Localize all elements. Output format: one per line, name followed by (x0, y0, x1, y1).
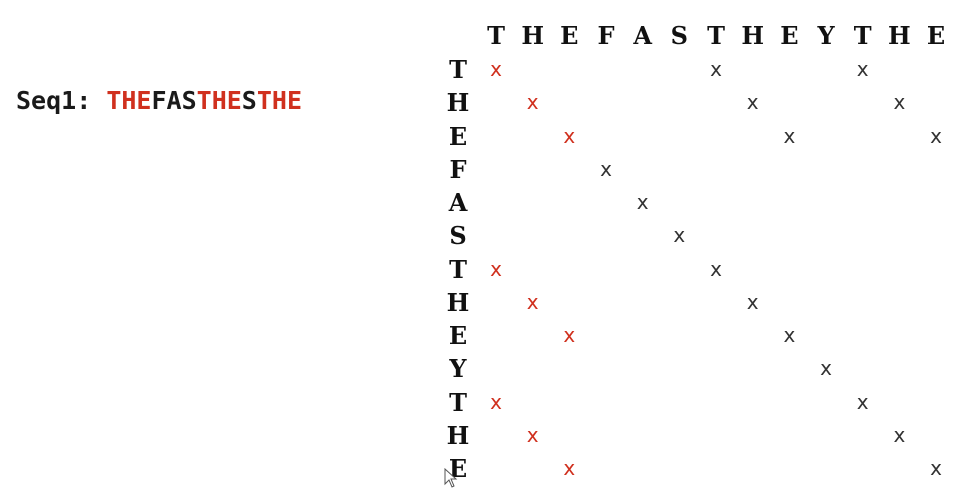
column-header: E (926, 21, 946, 50)
row-header: S (449, 221, 467, 251)
match-mark: x (783, 123, 796, 148)
column-header: H (888, 21, 911, 50)
row-header: F (449, 154, 467, 184)
match-mark-highlight: x (490, 389, 502, 414)
row-header: E (448, 321, 468, 350)
match-mark: x (893, 422, 906, 447)
row-header: T (449, 55, 467, 84)
column-header: H (521, 21, 544, 50)
match-mark: x (893, 90, 906, 115)
seq1-segment: FAS (151, 86, 197, 115)
column-header: F (597, 21, 615, 50)
column-header: S (670, 21, 689, 50)
match-mark: x (710, 57, 722, 81)
match-mark: x (820, 356, 832, 381)
match-mark: x (600, 156, 612, 181)
match-mark-highlight: x (526, 422, 539, 447)
row-header: E (448, 454, 468, 483)
match-mark: x (856, 389, 869, 414)
seq1-segment: THE (256, 86, 303, 115)
match-mark: x (856, 57, 869, 81)
column-header: T (487, 21, 505, 50)
seq1-segment: THE (196, 86, 242, 115)
match-mark: x (636, 190, 649, 214)
match-mark-highlight: x (526, 90, 539, 115)
match-mark-highlight: x (563, 123, 576, 148)
row-header: Y (449, 354, 467, 384)
column-header: T (853, 21, 872, 50)
match-mark-highlight: x (490, 256, 502, 281)
column-header: T (707, 21, 725, 50)
match-mark: x (673, 223, 686, 248)
match-mark-highlight: x (563, 456, 576, 480)
seq1-label: Seq1: THEFASTHESTHE (16, 86, 302, 115)
match-mark: x (746, 90, 759, 115)
match-mark-highlight: x (526, 289, 539, 314)
column-header: E (560, 21, 579, 50)
row-header: E (448, 121, 468, 151)
column-header: H (741, 21, 765, 50)
row-header: H (446, 287, 470, 317)
seq1-segment: S (241, 86, 257, 115)
row-header: H (446, 420, 470, 450)
seq1-segment: THE (106, 86, 152, 115)
match-mark: x (930, 123, 942, 148)
mouse-cursor-icon (444, 468, 458, 488)
row-header: T (449, 254, 467, 284)
row-header: H (446, 88, 470, 118)
match-mark-highlight: x (563, 323, 576, 347)
column-header: A (633, 21, 652, 50)
column-header: E (780, 21, 799, 50)
match-mark-highlight: x (490, 57, 502, 81)
match-mark: x (746, 289, 759, 314)
match-mark: x (710, 256, 722, 281)
row-header: T (449, 387, 467, 417)
row-header: A (448, 188, 468, 217)
match-mark: x (783, 323, 796, 347)
match-mark: x (930, 456, 942, 480)
column-header: Y (817, 21, 835, 50)
seq1-title: Seq1: (16, 86, 92, 115)
seq1-sequence: THEFASTHESTHE (106, 86, 302, 115)
